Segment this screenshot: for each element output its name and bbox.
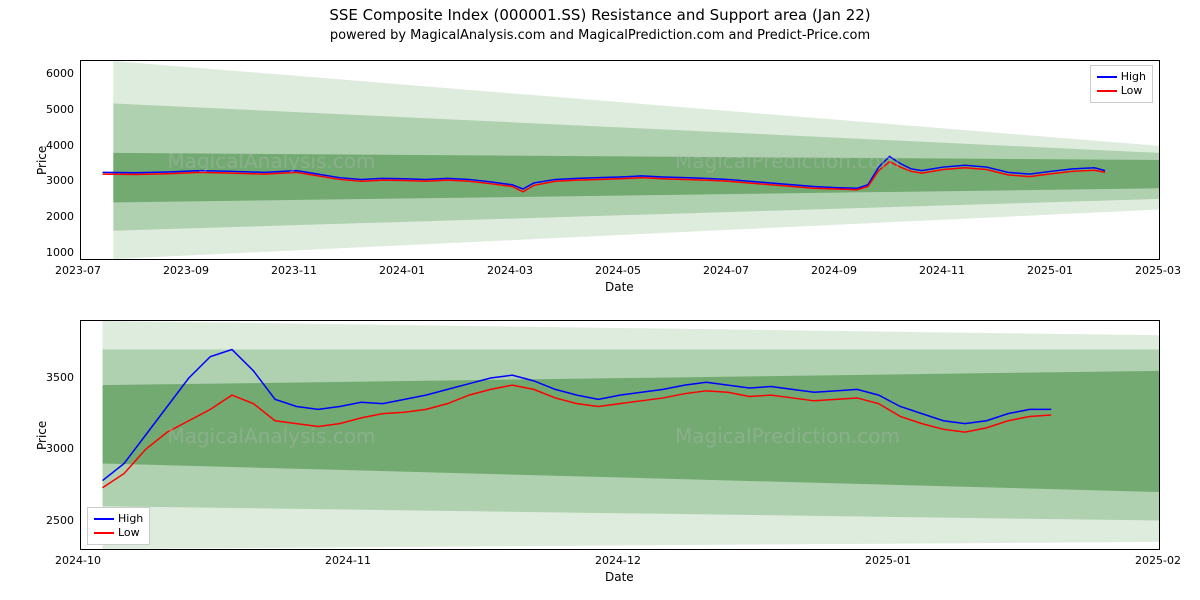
legend-swatch-low-2	[94, 532, 114, 534]
legend-row-low: Low	[1097, 84, 1146, 98]
x-tick-label: 2024-09	[811, 264, 857, 277]
y-tick-label: 2000	[46, 210, 74, 223]
y-tick-label: 6000	[46, 67, 74, 80]
legend-label-low-2: Low	[118, 526, 140, 540]
legend-row-high: High	[1097, 70, 1146, 84]
x-tick-label: 2024-05	[595, 264, 641, 277]
x-tick-label: 2023-09	[163, 264, 209, 277]
y-tick-label: 1000	[46, 246, 74, 259]
x-axis-label-top: Date	[605, 280, 634, 294]
x-tick-label: 2023-07	[55, 264, 101, 277]
y-tick-label: 3000	[46, 174, 74, 187]
legend-swatch-high	[1097, 76, 1117, 78]
x-tick-label: 2025-02	[1135, 554, 1181, 567]
bottom-chart-panel: MagicalAnalysis.com MagicalPrediction.co…	[80, 320, 1160, 550]
top-chart-svg	[81, 61, 1159, 259]
legend-top: High Low	[1090, 65, 1153, 103]
x-tick-label: 2024-11	[325, 554, 371, 567]
x-axis-label-bottom: Date	[605, 570, 634, 584]
y-tick-label: 3000	[46, 442, 74, 455]
legend-row-high-2: High	[94, 512, 143, 526]
x-tick-label: 2024-10	[55, 554, 101, 567]
legend-swatch-low	[1097, 90, 1117, 92]
legend-label-low: Low	[1121, 84, 1143, 98]
x-tick-label: 2024-03	[487, 264, 533, 277]
x-tick-label: 2025-01	[1027, 264, 1073, 277]
x-tick-label: 2024-11	[919, 264, 965, 277]
x-tick-label: 2023-11	[271, 264, 317, 277]
y-tick-label: 2500	[46, 514, 74, 527]
chart-title: SSE Composite Index (000001.SS) Resistan…	[0, 0, 1200, 24]
legend-swatch-high-2	[94, 518, 114, 520]
bottom-chart-svg	[81, 321, 1159, 549]
chart-container: SSE Composite Index (000001.SS) Resistan…	[0, 0, 1200, 600]
x-tick-label: 2025-03	[1135, 264, 1181, 277]
y-tick-label: 3500	[46, 371, 74, 384]
chart-subtitle: powered by MagicalAnalysis.com and Magic…	[0, 24, 1200, 47]
top-chart-panel: MagicalAnalysis.com MagicalPrediction.co…	[80, 60, 1160, 260]
y-tick-label: 4000	[46, 139, 74, 152]
legend-label-high: High	[1121, 70, 1146, 84]
x-tick-label: 2024-01	[379, 264, 425, 277]
legend-bottom: High Low	[87, 507, 150, 545]
legend-row-low-2: Low	[94, 526, 143, 540]
y-tick-label: 5000	[46, 103, 74, 116]
legend-label-high-2: High	[118, 512, 143, 526]
x-tick-label: 2024-07	[703, 264, 749, 277]
x-tick-label: 2025-01	[865, 554, 911, 567]
x-tick-label: 2024-12	[595, 554, 641, 567]
